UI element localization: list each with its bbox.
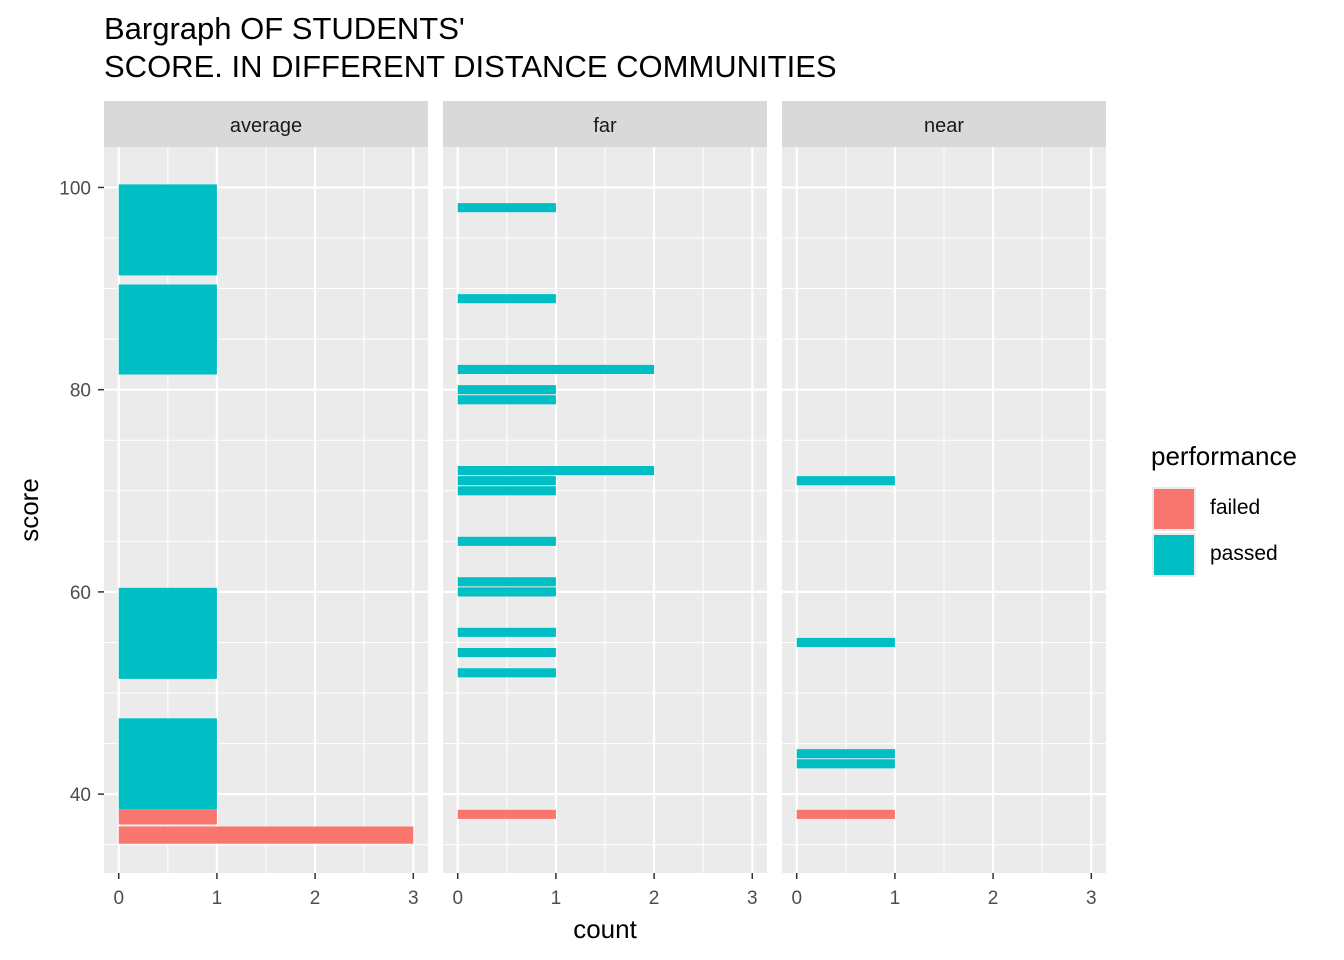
bar-far-passed	[457, 385, 556, 395]
bar-far-passed	[457, 203, 556, 213]
x-tick-label: 2	[988, 888, 999, 909]
legend-key-passed	[1152, 533, 1196, 577]
x-tick-label: 2	[310, 888, 321, 909]
y-tick-label: 80	[70, 381, 91, 402]
legend-title: performance	[1151, 441, 1297, 471]
bar-far-passed	[457, 587, 556, 597]
bar-near-passed	[796, 476, 895, 486]
legend-label-passed: passed	[1210, 542, 1278, 565]
bar-average-passed	[118, 184, 217, 276]
bar-far-passed	[457, 627, 556, 637]
bar-average-passed	[118, 284, 217, 375]
facet-panel-near: near 0 1 2 3	[782, 101, 1106, 909]
bar-far-passed	[457, 577, 556, 587]
facet-strip-near	[782, 101, 1106, 147]
bar-average-passed	[118, 718, 217, 810]
bar-near-passed	[796, 749, 895, 759]
bar-far-passed	[457, 294, 556, 304]
facet-strip-far	[443, 101, 767, 147]
y-tick-label: 40	[70, 785, 91, 806]
bar-near-passed	[796, 637, 895, 648]
bar-far-passed	[457, 466, 655, 476]
y-axis-title: score	[14, 478, 44, 542]
legend-label-failed: failed	[1210, 496, 1261, 519]
legend-swatch-passed	[1154, 535, 1194, 575]
bar-far-passed	[457, 536, 556, 546]
facet-strip-label-far: far	[593, 115, 617, 137]
x-tick-label: 1	[212, 888, 223, 909]
bar-far-passed	[457, 476, 556, 486]
bar-far-passed	[457, 668, 556, 678]
bar-far-passed	[457, 395, 556, 405]
y-tick-label: 60	[70, 583, 91, 604]
facet-panel-average: average 0 1 2 3	[104, 101, 428, 909]
x-tick-label: 0	[791, 888, 802, 909]
bar-average-failed	[118, 826, 414, 844]
x-tick-label: 1	[551, 888, 562, 909]
chart-title-line-2: SCORE. IN DIFFERENT DISTANCE COMMUNITIES	[104, 49, 837, 84]
x-tick-label: 2	[649, 888, 660, 909]
facet-strip-average	[104, 101, 428, 147]
chart-title-line-1: Bargraph OF STUDENTS'	[104, 11, 465, 46]
x-tick-label: 3	[747, 888, 758, 909]
bar-near-passed	[796, 759, 895, 769]
x-tick-label: 0	[113, 888, 124, 909]
bar-average-failed	[118, 809, 217, 825]
chart-title: Bargraph OF STUDENTS' SCORE. IN DIFFEREN…	[104, 10, 837, 86]
x-tick-label: 0	[452, 888, 463, 909]
bar-far-failed	[457, 809, 556, 819]
bar-far-passed	[457, 364, 655, 375]
x-axis-title: count	[573, 914, 637, 944]
bar-near-failed	[796, 809, 895, 819]
bar-average-passed	[118, 587, 217, 679]
facet-strip-label-average: average	[230, 115, 302, 137]
legend-key-failed	[1152, 487, 1196, 531]
bar-far-passed	[457, 486, 556, 496]
y-tick-label: 100	[59, 178, 91, 199]
legend-swatch-failed	[1154, 489, 1194, 529]
x-tick-label: 3	[1086, 888, 1097, 909]
bar-far-passed	[457, 648, 556, 658]
x-tick-label: 1	[890, 888, 901, 909]
facet-panel-far: far 0 1 2 3	[443, 101, 767, 909]
x-tick-label: 3	[408, 888, 419, 909]
facet-strip-label-near: near	[924, 115, 964, 137]
